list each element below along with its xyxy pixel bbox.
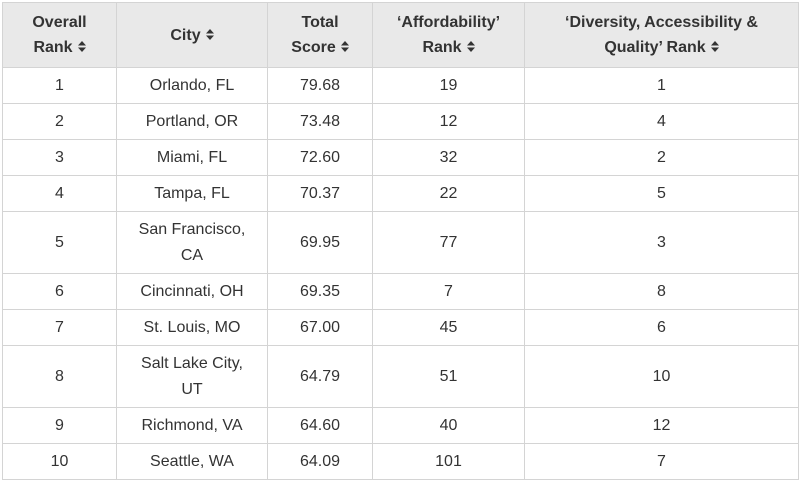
cell-city: Salt Lake City, UT [116,345,268,408]
cell-total-score: 64.09 [267,443,373,480]
cell-diversity-rank: 12 [524,407,799,444]
cell-city: Miami, FL [116,139,268,176]
cell-affordability-rank: 101 [372,443,525,480]
column-header-city[interactable]: City [116,2,268,68]
cell-city: Portland, OR [116,103,268,140]
cell-diversity-rank: 7 [524,443,799,480]
table-header: Overall Rank City Total Score ‘Affordability’… [2,2,799,68]
sort-updown-icon [205,28,214,40]
cell-total-score: 73.48 [267,103,373,140]
table-row: 4 Tampa, FL 70.37 22 5 [2,175,799,212]
column-header-diversity-rank[interactable]: ‘Diversity, Accessibility & Quality’ Rank [524,2,799,68]
cell-diversity-rank: 2 [524,139,799,176]
column-header-affordability-rank[interactable]: ‘Affordability’ Rank [372,2,525,68]
cell-total-score: 72.60 [267,139,373,176]
cell-city: Richmond, VA [116,407,268,444]
column-header-total-score[interactable]: Total Score [267,2,373,68]
column-header-label: Rank [33,39,73,56]
cell-overall-rank: 3 [2,139,117,176]
cell-city: San Francisco, CA [116,211,268,274]
cell-city: Tampa, FL [116,175,268,212]
column-header-label: ‘Affordability’ [396,14,501,31]
sort-updown-icon [340,41,349,53]
cell-city: Cincinnati, OH [116,273,268,310]
column-header-label: Total [301,14,339,31]
cell-affordability-rank: 77 [372,211,525,274]
cell-overall-rank: 10 [2,443,117,480]
cell-city: Orlando, FL [116,67,268,104]
cell-diversity-rank: 1 [524,67,799,104]
cell-total-score: 69.35 [267,273,373,310]
column-header-label: Score [291,39,336,56]
cell-affordability-rank: 19 [372,67,525,104]
city-name-line: Salt Lake City, [141,354,243,372]
cell-diversity-rank: 8 [524,273,799,310]
sort-updown-icon [77,41,86,53]
cell-overall-rank: 2 [2,103,117,140]
cell-city: St. Louis, MO [116,309,268,346]
cell-total-score: 67.00 [267,309,373,346]
cell-diversity-rank: 6 [524,309,799,346]
cell-total-score: 69.95 [267,211,373,274]
cell-affordability-rank: 32 [372,139,525,176]
sort-updown-icon [466,41,475,53]
cell-affordability-rank: 7 [372,273,525,310]
header-row: Overall Rank City Total Score ‘Affordability’… [2,2,799,68]
cell-overall-rank: 4 [2,175,117,212]
cell-overall-rank: 1 [2,67,117,104]
city-name-line: UT [181,380,203,398]
table-row: 8 Salt Lake City, UT 64.79 51 10 [2,345,799,408]
cell-city: Seattle, WA [116,443,268,480]
cell-affordability-rank: 12 [372,103,525,140]
cell-overall-rank: 8 [2,345,117,408]
cell-total-score: 70.37 [267,175,373,212]
sort-updown-icon [710,41,719,53]
column-header-label: Quality’ Rank [604,39,706,56]
table-row: 5 San Francisco, CA 69.95 77 3 [2,211,799,274]
table-row: 6 Cincinnati, OH 69.35 7 8 [2,273,799,310]
table-row: 2 Portland, OR 73.48 12 4 [2,103,799,140]
cell-total-score: 79.68 [267,67,373,104]
column-header-label: Rank [422,39,462,56]
table-row: 3 Miami, FL 72.60 32 2 [2,139,799,176]
cell-overall-rank: 7 [2,309,117,346]
cell-total-score: 64.60 [267,407,373,444]
column-header-label: ‘Diversity, Accessibility & [565,14,758,31]
table-row: 9 Richmond, VA 64.60 40 12 [2,407,799,444]
column-header-label: City [170,26,201,44]
column-header-overall-rank[interactable]: Overall Rank [2,2,117,68]
cell-diversity-rank: 3 [524,211,799,274]
cell-affordability-rank: 51 [372,345,525,408]
cell-overall-rank: 5 [2,211,117,274]
cell-affordability-rank: 45 [372,309,525,346]
table-row: 1 Orlando, FL 79.68 19 1 [2,67,799,104]
cell-affordability-rank: 22 [372,175,525,212]
cell-affordability-rank: 40 [372,407,525,444]
city-name-line: San Francisco, [138,220,246,238]
cell-overall-rank: 9 [2,407,117,444]
cell-total-score: 64.79 [267,345,373,408]
table-row: 10 Seattle, WA 64.09 101 7 [2,443,799,480]
column-header-label: Overall [32,14,87,31]
cell-diversity-rank: 10 [524,345,799,408]
cell-diversity-rank: 4 [524,103,799,140]
cell-diversity-rank: 5 [524,175,799,212]
city-name-line: CA [180,246,204,264]
cell-overall-rank: 6 [2,273,117,310]
table-body: 1 Orlando, FL 79.68 19 1 2 Portland, OR 73.48 12… [2,67,799,480]
table-row: 7 St. Louis, MO 67.00 45 6 [2,309,799,346]
